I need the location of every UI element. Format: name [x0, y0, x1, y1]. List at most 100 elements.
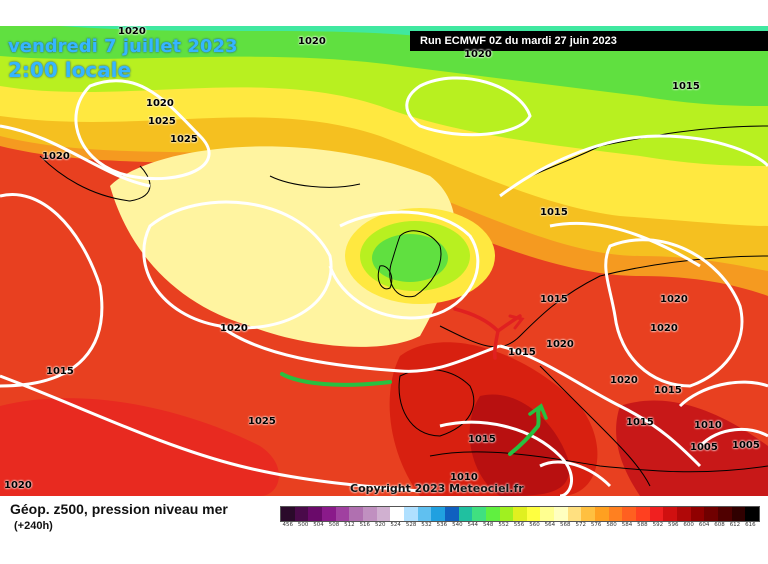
color-swatch [636, 507, 650, 521]
isobar-west-1015 [0, 193, 104, 388]
color-scale-label: 544 [467, 522, 479, 528]
pressure-label: 1015 [468, 434, 496, 445]
isobar-1005-east [698, 427, 768, 448]
pressure-label: 1010 [450, 472, 478, 483]
color-swatch [390, 507, 404, 521]
color-swatch [663, 507, 678, 521]
isobar-1010-med [539, 460, 612, 488]
pressure-label: 1015 [508, 347, 536, 358]
color-scale-label: 548 [482, 522, 494, 528]
isobar-greenland-high [74, 79, 211, 181]
color-swatch [540, 507, 555, 521]
isobar-1015-med [439, 420, 573, 496]
italy-coast [539, 365, 651, 487]
isobar-1015-central [549, 221, 701, 268]
isobar-east-1020 [604, 238, 744, 388]
color-swatch [417, 507, 432, 521]
color-swatch [403, 507, 418, 521]
color-scale-label: 604 [698, 522, 710, 528]
color-swatch [308, 507, 322, 521]
color-scale-label: 592 [652, 522, 664, 528]
color-swatch [608, 507, 623, 521]
pressure-label: 1020 [220, 323, 248, 334]
pressure-label: 1020 [146, 98, 174, 109]
isobar-1020-south [0, 374, 421, 493]
color-scale-label: 500 [297, 522, 309, 528]
isobar-1020-se [499, 344, 702, 468]
color-scale-label: 536 [436, 522, 448, 528]
color-swatch [704, 507, 718, 521]
color-swatch [581, 507, 596, 521]
uk-coast [389, 230, 442, 298]
color-swatch [349, 507, 363, 521]
color-scale-label: 572 [575, 522, 586, 528]
color-scale-label: 552 [498, 522, 509, 528]
color-swatch [718, 507, 732, 521]
pressure-label: 1025 [148, 116, 176, 127]
color-scale-label: 456 [282, 522, 293, 528]
isobars [0, 76, 768, 496]
copyright: Copyright 2023 Meteociel.fr [350, 482, 524, 495]
color-scale-label: 576 [590, 522, 602, 528]
pressure-label: 1005 [732, 440, 760, 451]
color-scale-label: 504 [313, 522, 324, 528]
color-scale-label: 564 [544, 522, 556, 528]
annotation-green-line [280, 372, 392, 387]
color-scale-label: 588 [637, 522, 648, 528]
pressure-label: 1005 [690, 442, 718, 453]
isobar-1015-north [499, 134, 768, 198]
pressure-label: 1010 [694, 420, 722, 431]
pressure-label: 1020 [4, 480, 32, 491]
color-swatch [513, 507, 527, 521]
iceland-coast [269, 175, 361, 188]
color-swatch [485, 507, 500, 521]
field-sw-red [0, 398, 279, 496]
color-swatch [731, 507, 746, 521]
iberia-coast [398, 368, 475, 437]
isobar-1020-north [0, 124, 151, 188]
color-swatch [554, 507, 568, 521]
color-scale-label: 580 [606, 522, 617, 528]
color-scale [280, 506, 760, 522]
color-swatch [458, 507, 473, 521]
color-swatch [335, 507, 350, 521]
color-scale-label: 612 [729, 522, 741, 528]
color-scale-label: 532 [421, 522, 432, 528]
map-title: Géop. z500, pression niveau mer [10, 501, 228, 517]
africa-coast [429, 451, 768, 473]
color-swatch [431, 507, 445, 521]
color-scale-label: 616 [745, 522, 756, 528]
pressure-label: 1015 [46, 366, 74, 377]
pressure-label: 1015 [672, 81, 700, 92]
color-swatch [376, 507, 391, 521]
pressure-label: 1015 [540, 294, 568, 305]
uk-low-core [372, 234, 448, 282]
pressure-label: 1015 [626, 417, 654, 428]
color-scale-label: 568 [560, 522, 571, 528]
color-swatch [444, 507, 459, 521]
color-swatch [690, 507, 705, 521]
color-scale-label: 608 [714, 522, 725, 528]
color-swatch [595, 507, 609, 521]
ireland-coast [377, 265, 393, 290]
forecast-time: 2:00 locale [8, 58, 132, 82]
annotation-red-arrow-stem [493, 329, 500, 360]
run-info: Run ECMWF 0Z du mardi 27 juin 2023 [410, 31, 768, 51]
pressure-label: 1020 [546, 339, 574, 350]
color-swatch [294, 507, 309, 521]
color-scale-label: 516 [359, 522, 371, 528]
color-scale-label: 512 [344, 522, 355, 528]
color-swatch [362, 507, 377, 521]
color-swatch [281, 507, 295, 521]
color-scale-label: 508 [328, 522, 340, 528]
pressure-label: 1015 [654, 385, 682, 396]
pressure-label: 1025 [248, 416, 276, 427]
isobar-azores-1025 [142, 200, 333, 330]
pressure-label: 1020 [118, 26, 146, 37]
pressure-label: 1020 [610, 375, 638, 386]
pressure-label: 1020 [42, 151, 70, 162]
color-swatch [472, 507, 486, 521]
color-scale-label: 596 [668, 522, 679, 528]
pressure-label: 1020 [650, 323, 678, 334]
color-scale-label: 520 [374, 522, 386, 528]
